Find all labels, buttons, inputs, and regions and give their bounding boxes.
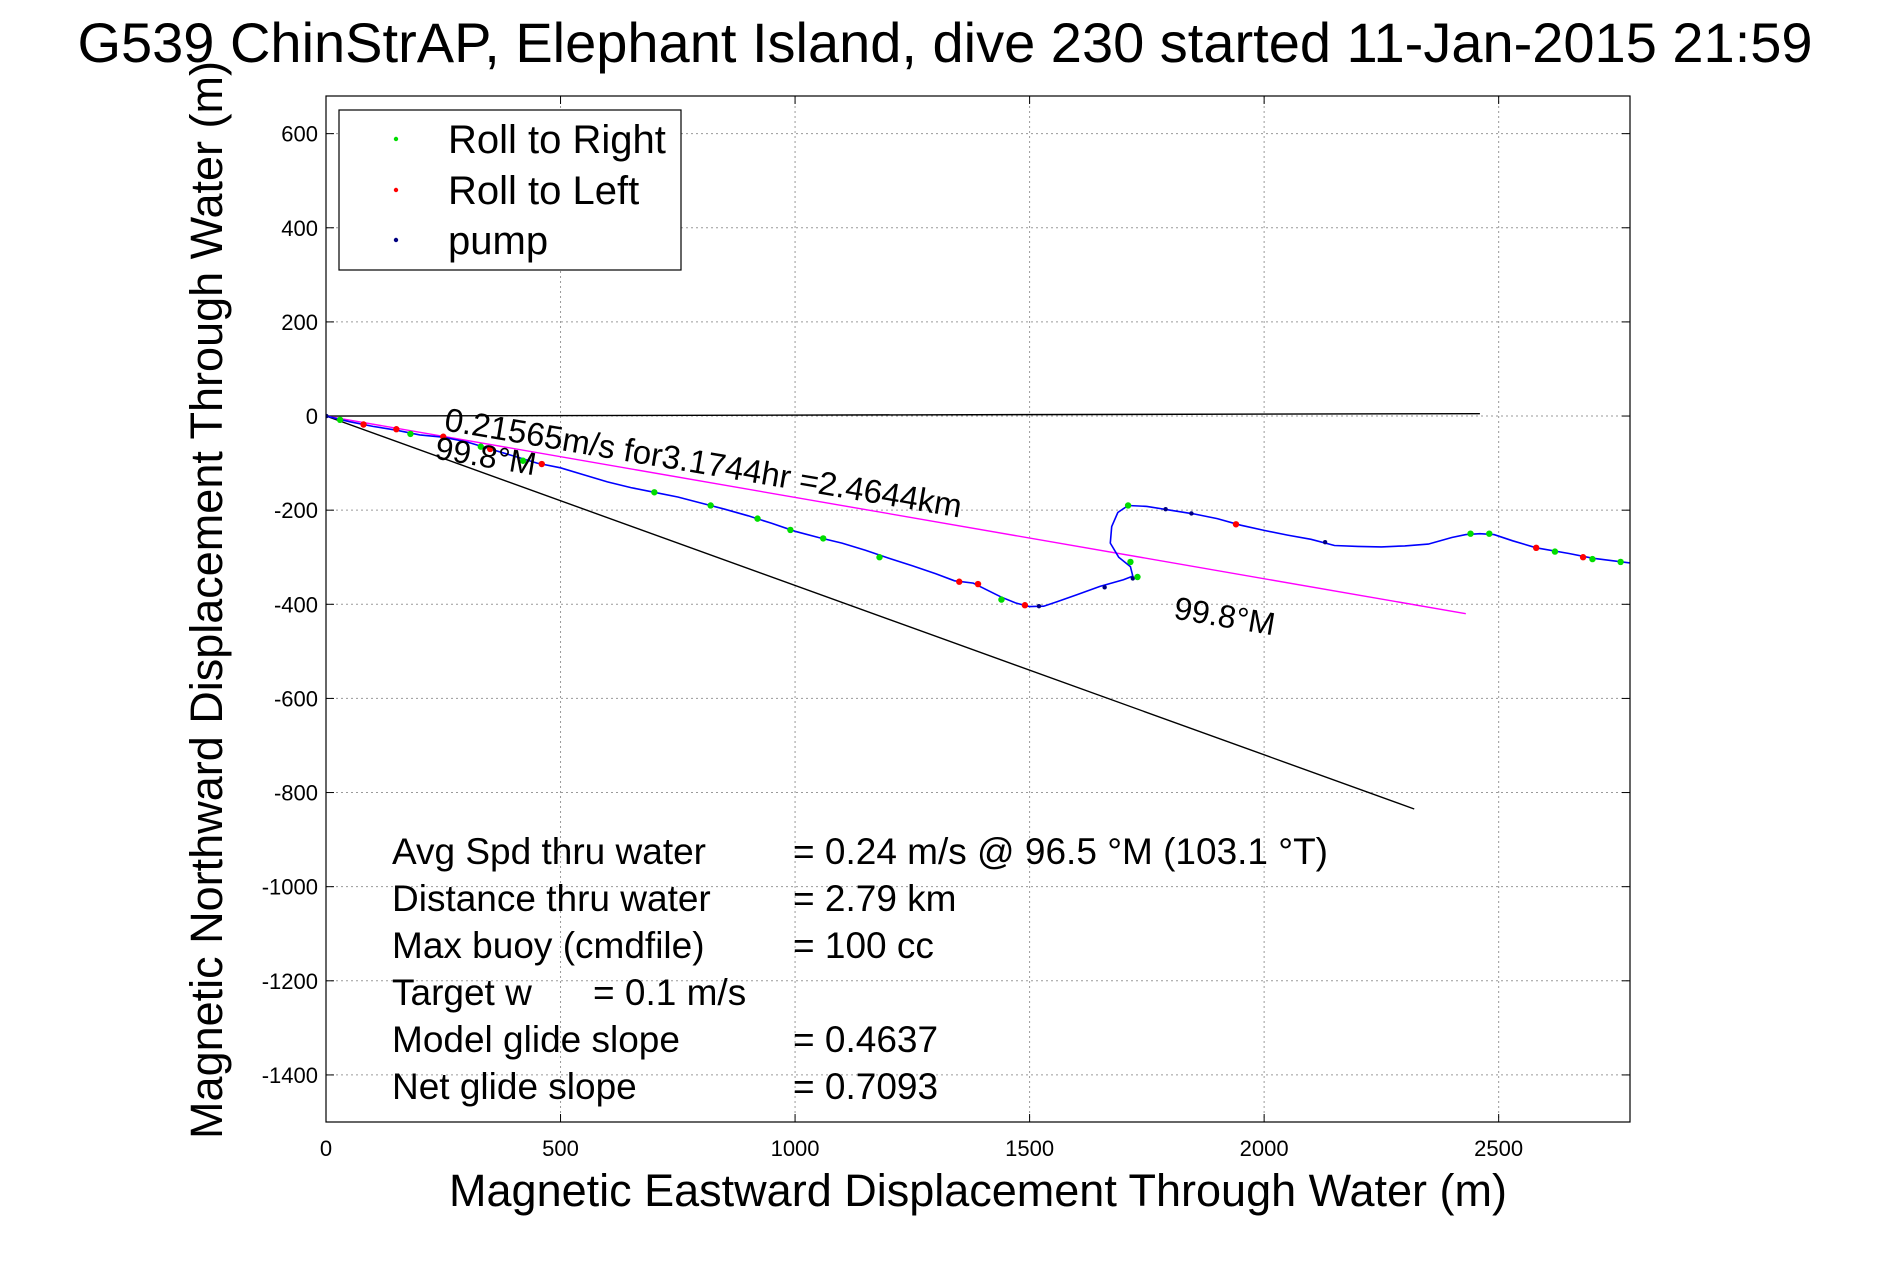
- plot-frame: [325, 95, 1631, 1123]
- pump-markers: [326, 413, 1328, 609]
- roll-right-point: [1127, 558, 1134, 566]
- x-tick-label: 2000: [1240, 1136, 1289, 1161]
- y-axis-ticks: 600 400 200 0 -200 -400 -600 -800 -1000 -1200 -140…: [262, 122, 1630, 1088]
- legend: Roll to Right Roll to Left pump: [338, 109, 682, 271]
- stat-label: Model glide slope: [392, 1019, 680, 1060]
- stat-label: Distance thru water: [392, 878, 711, 919]
- roll-left-point: [1532, 544, 1540, 552]
- y-tick-label: -200: [274, 498, 318, 523]
- legend-roll-left-label: Roll to Left: [448, 169, 639, 213]
- roll-right-point: [407, 430, 414, 438]
- pump-point: [1189, 511, 1194, 516]
- y-tick-label: -1400: [262, 1063, 318, 1088]
- roll-right-point: [754, 515, 761, 522]
- roll-left-point: [1579, 554, 1587, 561]
- roll-left-markers: [360, 421, 1587, 609]
- x-axis-ticks: 0 500 1000 1500 2000 2500: [320, 96, 1523, 1161]
- stat-value: = 2.79 km: [793, 878, 957, 919]
- roll-right-point: [876, 554, 883, 561]
- roll-right-point: [651, 489, 658, 496]
- net-displacement-line: [326, 415, 1415, 810]
- pump-point: [1130, 576, 1135, 581]
- y-tick-label: -1000: [262, 875, 318, 900]
- y-tick-label: 400: [281, 216, 318, 241]
- chart-title: G539 ChinStrAP, Elephant Island, dive 23…: [77, 11, 1812, 74]
- roll-right-point: [998, 596, 1005, 603]
- x-tick-label: 1500: [1005, 1136, 1054, 1161]
- stat-value: = 0.7093: [793, 1066, 938, 1107]
- stat-label: Target w: [392, 972, 532, 1013]
- x-tick-label: 500: [542, 1136, 579, 1161]
- roll-right-point: [787, 526, 794, 534]
- x-tick-label: 1000: [771, 1136, 820, 1161]
- roll-right-point: [707, 502, 714, 509]
- roll-left-point: [360, 421, 367, 428]
- roll-left-point: [956, 578, 963, 585]
- x-tick-label: 2500: [1474, 1136, 1523, 1161]
- roll-left-point: [974, 580, 982, 588]
- roll-right-point: [1589, 555, 1596, 563]
- roll-right-point: [519, 457, 527, 464]
- y-tick-label: -600: [274, 686, 318, 711]
- roll-right-point: [820, 535, 827, 542]
- roll-left-point: [440, 433, 447, 440]
- stat-value: = 0.24 m/s @ 96.5 °M (103.1 °T): [793, 831, 1328, 872]
- reference-lines: [326, 412, 1480, 810]
- stat-label: Net glide slope: [392, 1066, 637, 1107]
- dive-statistics: Avg Spd thru water = 0.24 m/s @ 96.5 °M (…: [392, 831, 1328, 1107]
- y-tick-label: -1200: [262, 969, 318, 994]
- y-tick-label: 0: [306, 404, 318, 429]
- pump-point: [326, 413, 329, 419]
- y-tick-label: 200: [281, 310, 318, 335]
- stat-label: Max buoy (cmdfile): [392, 925, 705, 966]
- roll-left-point: [1021, 602, 1029, 609]
- pump-point: [1163, 507, 1168, 512]
- roll-right-point: [477, 443, 484, 450]
- stat-value: = 0.1 m/s: [593, 972, 746, 1013]
- zero-heading-line: [326, 412, 1480, 417]
- y-tick-label: -800: [274, 781, 318, 806]
- roll-right-point: [1486, 530, 1493, 537]
- x-tick-label: 0: [320, 1136, 332, 1161]
- pump-point: [1322, 539, 1328, 545]
- x-axis-label: Magnetic Eastward Displacement Through W…: [449, 1165, 1507, 1216]
- glider-track-line: [326, 415, 1630, 608]
- roll-left-point: [486, 445, 494, 453]
- roll-right-point: [1124, 502, 1132, 509]
- y-tick-label: 600: [281, 122, 318, 147]
- stat-label: Avg Spd thru water: [392, 831, 706, 872]
- legend-pump-marker: [393, 237, 399, 243]
- stat-value: = 0.4637: [793, 1019, 938, 1060]
- y-axis-label: Magnetic Northward Displacement Through …: [181, 61, 232, 1139]
- pump-point: [1102, 585, 1107, 590]
- legend-roll-right-label: Roll to Right: [448, 118, 666, 162]
- roll-right-point: [1467, 530, 1474, 537]
- roll-left-point: [1232, 521, 1240, 528]
- roll-right-point: [336, 416, 344, 424]
- stat-value: = 100 cc: [793, 925, 934, 966]
- roll-left-point: [538, 460, 545, 468]
- legend-roll-left-marker: [393, 187, 399, 193]
- roll-right-markers: [336, 416, 1624, 603]
- roll-left-point: [393, 426, 400, 433]
- roll-right-point: [1617, 558, 1624, 566]
- roll-right-point: [1134, 573, 1141, 581]
- legend-roll-right-marker: [393, 136, 399, 142]
- average-velocity-line: [326, 415, 1466, 615]
- pump-point: [1036, 603, 1042, 609]
- y-tick-label: -400: [274, 592, 318, 617]
- legend-pump-label: pump: [448, 219, 548, 263]
- roll-right-point: [1551, 548, 1559, 555]
